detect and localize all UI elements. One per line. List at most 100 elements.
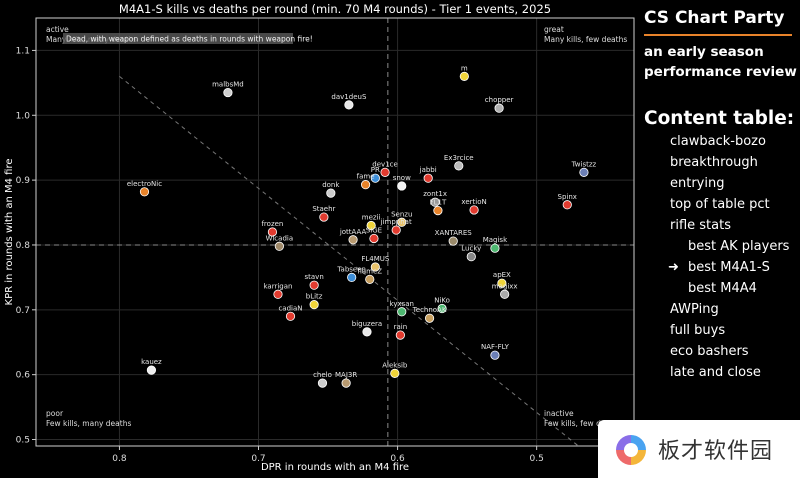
- data-point: [448, 236, 458, 246]
- toc-item[interactable]: rifle stats: [670, 218, 731, 233]
- data-point: [360, 180, 371, 190]
- data-point: [459, 71, 469, 81]
- data-point-label: stavn: [305, 273, 324, 281]
- data-point: [390, 368, 400, 378]
- data-point: [397, 217, 407, 227]
- y-axis-label: KPR in rounds with an M4 fire: [4, 159, 15, 306]
- watermark: 板才软件园: [598, 420, 800, 478]
- data-point: [395, 330, 405, 340]
- data-point: [273, 289, 283, 299]
- toc-item[interactable]: best M4A1-S: [688, 260, 770, 275]
- brand-title: CS Chart Party: [644, 8, 785, 28]
- data-point-label: mezii: [362, 214, 381, 222]
- data-point: [579, 167, 589, 177]
- quadrant-title: inactive: [544, 409, 574, 418]
- data-point: [370, 262, 380, 272]
- data-point-label: dav1deuS: [331, 93, 367, 101]
- data-point-label: FL1T: [430, 199, 447, 207]
- toc-item[interactable]: best AK players: [688, 239, 790, 254]
- x-tick-label: 0.7: [251, 454, 265, 464]
- data-point-label: apEX: [493, 271, 511, 279]
- data-point: [309, 300, 319, 310]
- data-point-label: Lucky: [461, 245, 481, 253]
- brand-underline: [644, 34, 792, 36]
- data-point-label: fame: [357, 173, 375, 181]
- toc-item[interactable]: best M4A4: [688, 281, 757, 296]
- data-point: [341, 378, 351, 388]
- data-point-label: Wicadia: [266, 234, 294, 242]
- data-point: [369, 233, 379, 244]
- data-point: [490, 350, 500, 360]
- diagonal-line: [119, 75, 579, 447]
- data-point-label: jimpphat: [380, 218, 412, 226]
- data-point: [326, 188, 336, 198]
- data-point: [500, 289, 510, 299]
- subtitle-line-1: an early season: [644, 44, 764, 60]
- data-point-label: biguzera: [352, 320, 382, 328]
- data-point: [466, 252, 476, 262]
- data-point-label: jabbi: [419, 166, 437, 174]
- data-point-label: Staehr: [312, 205, 335, 213]
- data-point-label: chelo: [313, 371, 332, 379]
- data-point: [366, 220, 376, 231]
- data-point: [139, 187, 150, 197]
- subtitle: an early season performance review: [644, 42, 797, 82]
- data-point-label: Aleksib: [382, 361, 408, 369]
- data-point: [430, 197, 440, 207]
- y-tick-label: 0.5: [16, 436, 30, 446]
- data-point: [319, 212, 329, 222]
- note-box: [63, 33, 293, 44]
- data-point: [437, 303, 447, 314]
- data-point-label: jottAAA: [339, 228, 367, 236]
- y-tick-label: 1.1: [16, 46, 30, 56]
- data-point: [267, 227, 278, 237]
- watermark-logo-icon: [615, 434, 647, 466]
- watermark-text: 板才软件园: [658, 439, 774, 464]
- quadrant-description: Few kills, many deaths: [46, 419, 131, 428]
- data-point-label: Magisk: [483, 236, 508, 244]
- y-tick-label: 1.0: [16, 111, 31, 121]
- quadrant-title: active: [46, 25, 69, 34]
- data-point: [285, 311, 296, 321]
- data-point-label: NiKo: [434, 297, 450, 305]
- data-point: [344, 100, 354, 110]
- data-point-label: cadiaN: [278, 304, 302, 312]
- toc-item[interactable]: late and close: [670, 365, 761, 380]
- toc-item[interactable]: full buys: [670, 323, 726, 338]
- data-point: [454, 161, 464, 171]
- data-point: [309, 280, 319, 290]
- y-tick-label: 0.8: [16, 241, 31, 251]
- data-point-label: MAJ3R: [335, 371, 357, 379]
- current-item-arrow-icon: ➜: [668, 260, 679, 275]
- data-point-label: Senzu: [391, 210, 412, 218]
- data-point-label: m: [461, 64, 468, 72]
- data-point-label: Tabseen: [336, 265, 366, 273]
- x-tick-label: 0.8: [112, 454, 127, 464]
- y-tick-label: 0.6: [16, 371, 31, 381]
- toc-item[interactable]: clawback-bozo: [670, 134, 766, 149]
- data-point-label: karrigan: [263, 282, 292, 290]
- data-point: [380, 167, 390, 177]
- data-point: [317, 378, 328, 388]
- data-point: [397, 307, 407, 317]
- subtitle-line-2: performance review: [644, 64, 797, 80]
- toc-item[interactable]: AWPing: [670, 302, 719, 317]
- data-point-label: XANTARES: [435, 229, 473, 237]
- toc-title: Content table:: [644, 108, 795, 129]
- toc-item[interactable]: entrying: [670, 176, 725, 191]
- quadrant-description: Many kills, few deaths: [544, 35, 627, 44]
- data-point: [365, 274, 375, 284]
- x-tick-label: 0.6: [390, 454, 405, 464]
- data-point: [223, 87, 233, 98]
- data-point: [469, 205, 479, 215]
- toc-item[interactable]: top of table pct: [670, 197, 770, 212]
- toc-item[interactable]: breakthrough: [670, 155, 758, 170]
- data-point-label: TechnoAK: [412, 306, 447, 314]
- quadrant-description: Few kills, few deaths: [544, 419, 622, 428]
- toc-item[interactable]: eco bashers: [670, 344, 749, 359]
- data-point-label: rain: [394, 323, 408, 331]
- data-point: [424, 313, 435, 323]
- data-point-label: Spinx: [558, 193, 577, 201]
- note-text: Dead, with weapon defined as deaths in r…: [66, 35, 313, 44]
- data-point-label: SIGE: [366, 226, 382, 234]
